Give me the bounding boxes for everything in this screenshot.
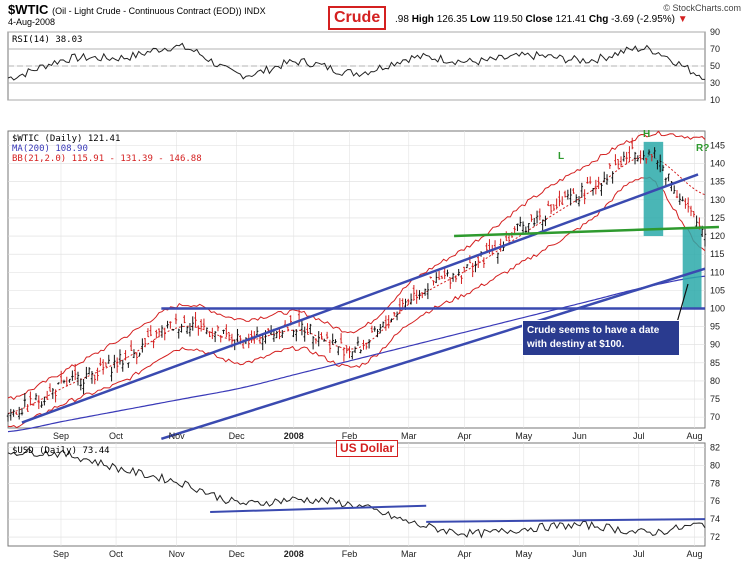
rsi-tick-label: 90	[710, 27, 720, 37]
usd-tick-label: 72	[710, 532, 720, 542]
price-x-tick-label: Mar	[401, 431, 417, 441]
price-tick-label: 140	[710, 159, 725, 169]
copyright: © StockCharts.com	[663, 3, 741, 13]
crude-callout: Crude	[328, 6, 387, 30]
usd-tick-label: 82	[710, 442, 720, 452]
price-tick-label: 95	[710, 322, 720, 332]
grid-lines	[8, 31, 705, 546]
usd-x-tick-label: May	[515, 549, 533, 559]
high-value: 126.35	[436, 14, 468, 25]
ma200-line	[7, 275, 706, 433]
symbol-description: (Oil - Light Crude - Continuous Contract…	[52, 6, 266, 16]
price-legend-ma: MA(200) 108.90	[12, 144, 88, 154]
price-tick-label: 75	[710, 394, 720, 404]
price-x-tick-label: Oct	[109, 431, 124, 441]
price-tick-label: 85	[710, 358, 720, 368]
rsi-tick-label: 50	[710, 61, 720, 71]
usd-tick-label: 78	[710, 478, 720, 488]
price-tick-label: 105	[710, 285, 725, 295]
usd-tick-label: 74	[710, 514, 720, 524]
quote-prefix: .98	[395, 14, 409, 25]
left-shoulder-label: L	[558, 151, 564, 162]
head-label: H	[643, 129, 650, 140]
rsi-tick-label: 70	[710, 44, 720, 54]
close-label: Close	[525, 14, 553, 25]
down-triangle-icon: ▼	[677, 14, 688, 25]
price-tick-label: 90	[710, 340, 720, 350]
series-layer	[6, 42, 707, 539]
price-x-tick-label: Nov	[169, 431, 186, 441]
price-x-tick-label: Dec	[229, 431, 246, 441]
bb-upper-line	[7, 130, 706, 401]
price-tick-label: 135	[710, 177, 725, 187]
rsi-label: RSI(14) 38.03	[12, 35, 82, 45]
rsi-series-line	[7, 42, 705, 81]
usd-trendline-2	[426, 518, 706, 523]
price-tick-label: 145	[710, 140, 725, 150]
trendline-uptrend-2	[160, 267, 706, 441]
price-tick-label: 80	[710, 376, 720, 386]
usd-trendline-1	[210, 504, 427, 513]
usd-x-tick-label: Apr	[458, 549, 472, 559]
low-value: 119.50	[492, 14, 523, 25]
price-x-tick-label: Aug	[687, 431, 703, 441]
rsi-tick-label: 10	[710, 95, 720, 105]
usd-label: $USD (Daily) 73.44	[12, 446, 110, 456]
target-highlight	[682, 228, 702, 309]
price-legend-symbol: $WTIC (Daily) 121.41	[12, 134, 120, 144]
price-x-tick-label: Jul	[633, 431, 645, 441]
low-label: Low	[470, 14, 491, 25]
price-x-tick-label: May	[515, 431, 533, 441]
usd-x-tick-label: Mar	[401, 549, 417, 559]
usd-panel	[7, 442, 706, 547]
usd-x-tick-label: Jun	[572, 549, 587, 559]
price-tick-label: 70	[710, 412, 720, 422]
usd-x-tick-label: Sep	[53, 549, 69, 559]
bb-lower-line	[7, 176, 706, 429]
overlay-layer	[21, 173, 719, 523]
chg-label: Chg	[588, 14, 609, 25]
head-highlight	[643, 141, 664, 237]
price-tick-label: 100	[710, 303, 725, 313]
rsi-tick-label: 30	[710, 78, 720, 88]
trendline-uptrend-1	[21, 173, 699, 424]
usd-x-tick-label: 2008	[284, 549, 304, 559]
price-x-tick-label: Feb	[342, 431, 358, 441]
price-x-tick-label: Apr	[458, 431, 472, 441]
quote-line: .98 High 126.35 Low 119.50 Close 121.41 …	[395, 14, 688, 25]
price-tick-label: 120	[710, 231, 725, 241]
close-value: 121.41	[555, 14, 587, 25]
symbol-title: $WTIC (Oil - Light Crude - Continuous Co…	[8, 2, 266, 17]
chart-date: 4-Aug-2008	[8, 17, 56, 27]
usd-x-tick-label: Dec	[229, 549, 246, 559]
usd-x-tick-label: Jul	[633, 549, 645, 559]
price-tick-label: 115	[710, 249, 724, 259]
price-tick-label: 110	[710, 267, 724, 277]
usd-tick-label: 80	[710, 460, 720, 470]
annotation-note: Crude seems to have a date with destiny …	[522, 320, 680, 356]
bb-middle-line	[7, 155, 706, 414]
trendline-neckline	[454, 225, 719, 238]
usd-x-tick-label: Aug	[687, 549, 703, 559]
price-panel	[7, 130, 706, 429]
usd-callout: US Dollar	[336, 440, 399, 457]
price-tick-label: 125	[710, 213, 725, 223]
usd-tick-label: 76	[710, 496, 720, 506]
chg-value: -3.69 (-2.95%)	[611, 14, 676, 25]
usd-x-tick-label: Feb	[342, 549, 358, 559]
axes-layer: 90 70 50 30 10 145 140 135 130 125 120 115 110 105 100…	[53, 27, 725, 559]
right-shoulder-label: R?	[696, 143, 709, 154]
price-x-tick-label: Sep	[53, 431, 69, 441]
price-x-tick-label: Jun	[572, 431, 587, 441]
usd-x-tick-label: Oct	[109, 549, 124, 559]
symbol: $WTIC	[8, 2, 49, 17]
price-legend-bb: BB(21,2.0) 115.91 - 131.39 - 146.88	[12, 154, 202, 164]
price-x-tick-label: 2008	[284, 431, 304, 441]
price-tick-label: 130	[710, 195, 725, 205]
usd-x-tick-label: Nov	[169, 549, 186, 559]
high-label: High	[411, 14, 434, 25]
